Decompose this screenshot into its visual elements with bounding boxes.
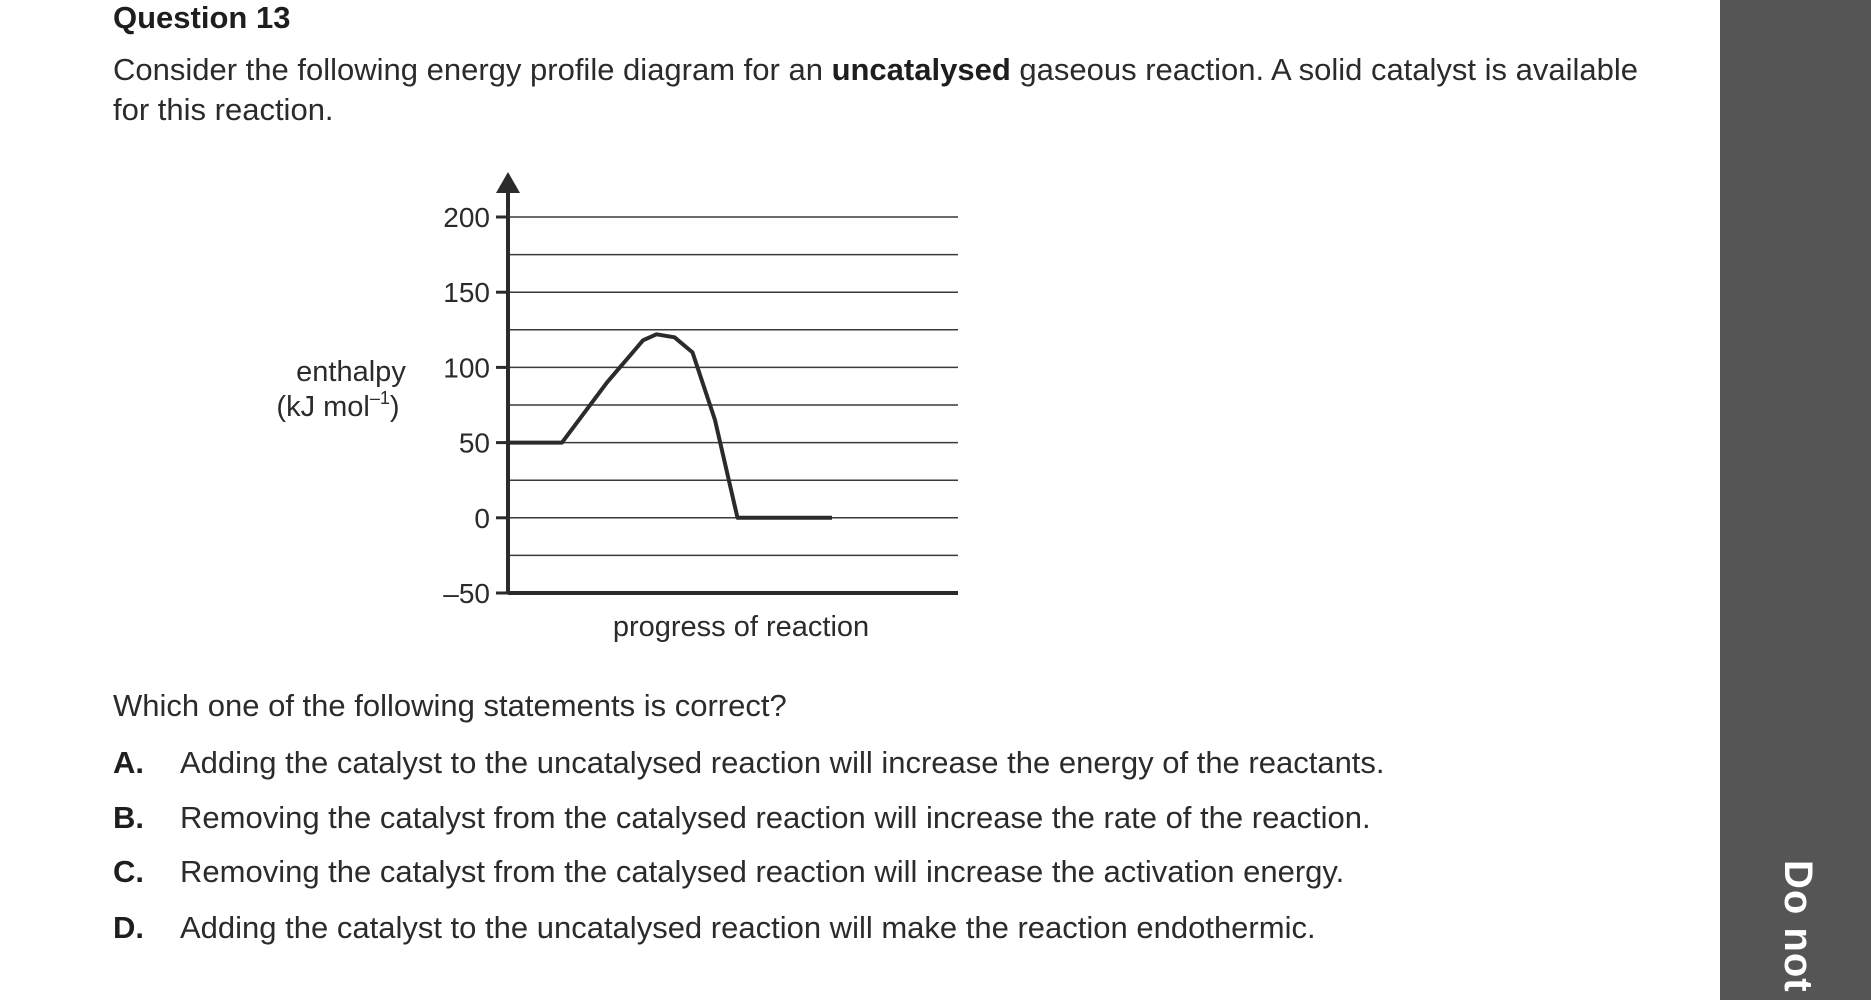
option-letter: A. <box>113 745 144 780</box>
option-a[interactable]: A. Adding the catalyst to the uncatalysed… <box>113 745 1385 781</box>
chart-gridlines <box>508 216 958 557</box>
stem-bold-word: uncatalysed <box>831 52 1011 87</box>
y-axis-arrowhead <box>496 172 520 193</box>
y-tick-label: 150 <box>443 277 490 308</box>
stem-text-1: Consider the following energy profile di… <box>113 52 832 87</box>
option-b[interactable]: B. Removing the catalyst from the catalys… <box>113 800 1371 836</box>
option-text: Removing the catalyst from the catalysed… <box>180 800 1371 835</box>
y-tick-label: –50 <box>443 578 490 609</box>
option-text: Removing the catalyst from the catalysed… <box>180 854 1345 889</box>
chart-y-axis <box>496 172 520 593</box>
x-axis-label: progress of reaction <box>613 611 869 643</box>
y-tick-label: 0 <box>474 503 490 534</box>
energy-profile-chart: 200 150 100 50 0 –50 enthalpy (kJ mol–1) prog… <box>276 172 958 643</box>
option-text: Adding the catalyst to the uncatalysed r… <box>180 745 1385 780</box>
stem-text-2: gaseous reaction. A solid catalyst is av… <box>113 52 1639 127</box>
y-axis-label-line1: enthalpy <box>296 356 406 388</box>
enthalpy-curve <box>508 332 832 520</box>
option-c[interactable]: C. Removing the catalyst from the catalys… <box>113 854 1344 890</box>
option-d[interactable]: D. Adding the catalyst to the uncatalysed… <box>113 910 1316 946</box>
option-letter: D. <box>113 910 144 945</box>
sidebar-warning-text: Do not <box>1776 860 1820 993</box>
y-tick-label: 100 <box>443 352 490 383</box>
question-stem: Consider the following energy profile di… <box>113 50 1673 130</box>
question-prompt: Which one of the following statements is… <box>113 688 787 723</box>
question-title: Question 13 <box>113 0 291 35</box>
option-text: Adding the catalyst to the uncatalysed r… <box>180 910 1316 945</box>
right-margin-bar <box>1720 0 1871 1000</box>
y-tick-label: 50 <box>459 428 490 459</box>
y-tick-group: 200 150 100 50 0 –50 <box>443 202 508 609</box>
option-letter: C. <box>113 854 144 889</box>
y-axis-label-line2: (kJ mol–1) <box>276 388 399 423</box>
option-letter: B. <box>113 800 144 835</box>
y-tick-label: 200 <box>443 202 490 233</box>
